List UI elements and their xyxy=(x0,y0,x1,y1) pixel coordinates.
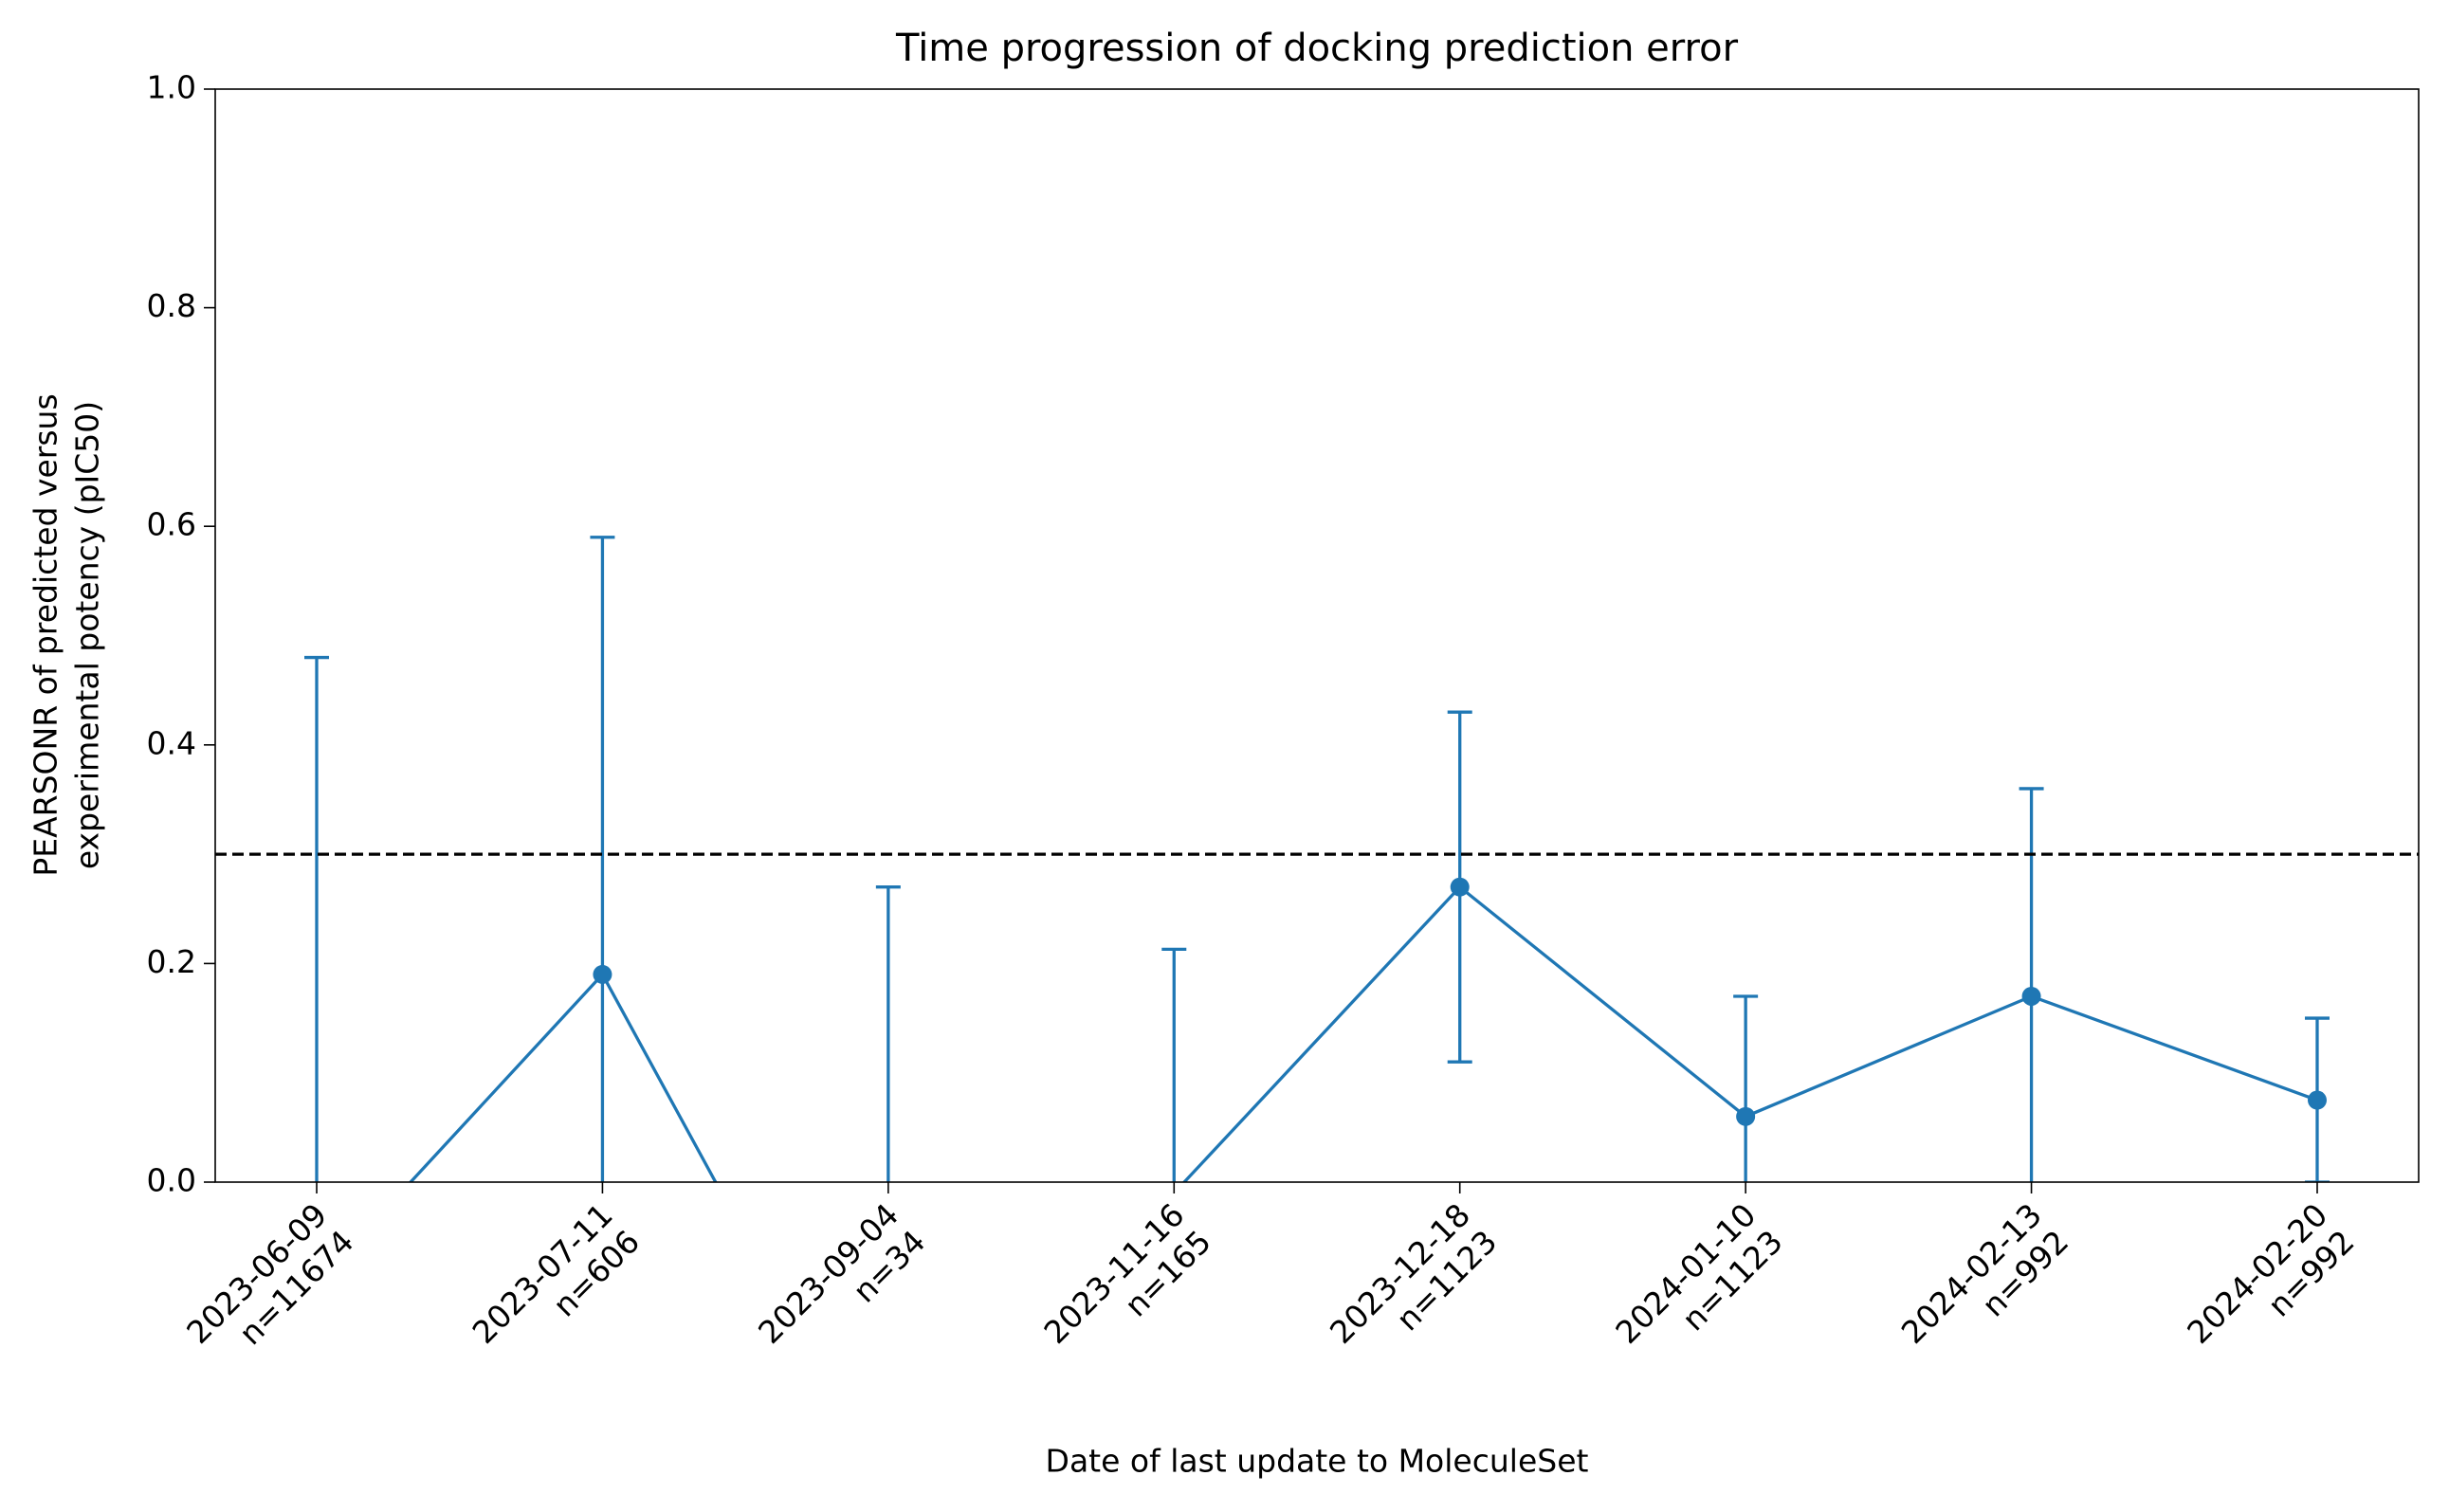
x-tick-label-group: 2023-11-16n=165 xyxy=(1036,1196,1217,1351)
x-axis-label: Date of last update to MoleculeSet xyxy=(1046,1443,1589,1480)
y-tick-label: 0.8 xyxy=(147,287,196,324)
data-point xyxy=(2021,986,2041,1006)
error-bar xyxy=(875,885,901,1182)
y-tick-label: 0.6 xyxy=(147,506,196,543)
data-point xyxy=(1450,877,1470,897)
y-tick-label: 0.2 xyxy=(147,943,196,980)
data-line xyxy=(408,884,2318,1182)
y-axis-label: PEARSONR of predicted versus xyxy=(27,393,64,876)
data-point xyxy=(879,1489,898,1508)
data-point xyxy=(1736,1106,1756,1126)
chart-title: Time progression of docking prediction e… xyxy=(895,27,1739,70)
x-tick-label-group: 2024-02-20n=992 xyxy=(2180,1196,2361,1351)
x-tick-label-group: 2023-09-04n=34 xyxy=(751,1196,932,1351)
y-tick-label: 0.4 xyxy=(147,724,196,761)
y-tick-label: 0.0 xyxy=(147,1162,196,1199)
data-point xyxy=(2307,1090,2327,1110)
x-tick-label-group: 2024-02-13n=992 xyxy=(1894,1196,2075,1351)
x-tick-label-group: 2023-07-11n=606 xyxy=(466,1196,647,1351)
error-bar xyxy=(1161,947,1187,1182)
error-bar xyxy=(304,655,330,1182)
x-tick-label-group: 2023-12-18n=1123 xyxy=(1323,1196,1504,1351)
x-tick-label-group: 2024-01-10n=1123 xyxy=(1608,1196,1789,1351)
x-tick-label-group: 2023-06-09n=11674 xyxy=(179,1196,360,1352)
y-tick-label: 1.0 xyxy=(147,69,196,106)
plot-frame xyxy=(214,88,2420,1183)
plot-area xyxy=(215,536,2419,1508)
y-axis-label: experimental potency (pIC50) xyxy=(69,401,106,869)
data-point xyxy=(593,964,612,984)
